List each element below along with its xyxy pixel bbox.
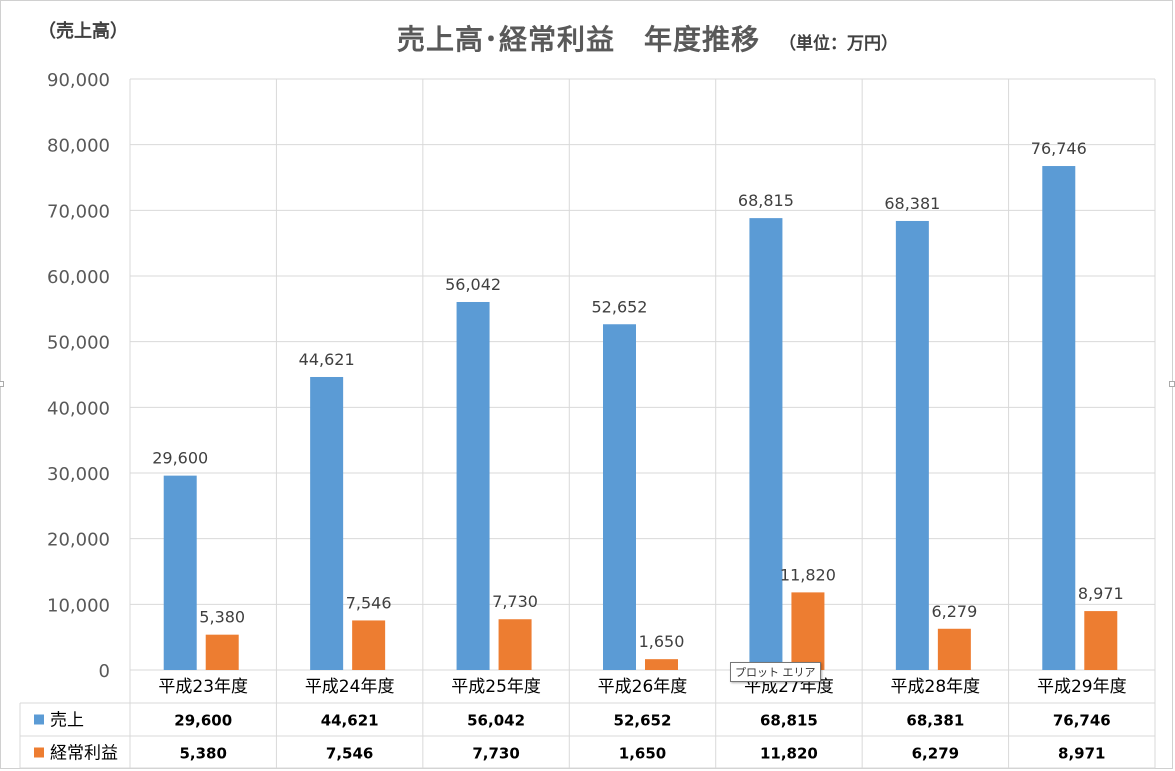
y-axis-label: （売上高） (38, 21, 128, 42)
table-cell-value: 5,380 (179, 745, 226, 763)
table-cell-value: 76,746 (1053, 712, 1111, 730)
data-label: 8,971 (1078, 584, 1124, 603)
legend-series-name: 経常利益 (50, 744, 118, 764)
chart-unit-note: （単位：万円） (779, 34, 899, 54)
y-tick-label: 10,000 (47, 595, 110, 616)
data-label: 56,042 (445, 275, 501, 294)
table-cell-value: 7,730 (472, 745, 519, 763)
y-tick-label: 90,000 (47, 70, 110, 91)
data-label: 1,650 (639, 632, 685, 651)
y-tick-label: 60,000 (47, 267, 110, 288)
table-cell-value: 8,971 (1058, 745, 1105, 763)
table-cell-value: 11,820 (760, 745, 818, 763)
y-tick-label: 20,000 (47, 530, 110, 551)
bar-profit (1084, 611, 1118, 670)
y-tick-label: 0 (99, 661, 110, 682)
data-label: 5,380 (199, 608, 245, 627)
data-label: 68,381 (884, 194, 940, 213)
data-label: 7,546 (346, 593, 392, 612)
bar-sales (603, 324, 636, 670)
legend-series-name: 売上 (50, 711, 84, 731)
table-cell-value: 1,650 (619, 745, 666, 763)
bar-sales (749, 218, 783, 670)
x-category-label: 平成23年度 (158, 677, 248, 697)
bar-profit (937, 628, 971, 670)
y-tick-label: 30,000 (47, 464, 110, 485)
resize-handle-right[interactable] (1169, 381, 1175, 387)
data-label: 6,279 (931, 602, 977, 621)
bar-sales (456, 301, 490, 670)
table-cell-value: 68,381 (906, 712, 964, 730)
data-label: 52,652 (592, 297, 648, 316)
table-cell-value: 29,600 (174, 712, 232, 730)
table-cell-value: 68,815 (760, 712, 818, 730)
x-category-label: 平成25年度 (451, 677, 541, 697)
data-label: 44,621 (299, 350, 355, 369)
data-label: 29,600 (152, 449, 208, 468)
y-tick-label: 80,000 (47, 136, 110, 157)
x-category-label: 平成29年度 (1037, 677, 1127, 697)
x-category-label: 平成24年度 (305, 677, 395, 697)
bar-sales (310, 376, 344, 670)
x-category-label: 平成26年度 (598, 677, 688, 697)
legend-key (34, 714, 44, 725)
data-label: 76,746 (1031, 139, 1087, 158)
x-category-label: 平成28年度 (891, 677, 981, 697)
x-category-label: 平成27年度 (744, 677, 834, 697)
bar-sales (895, 220, 929, 670)
bar-profit (645, 659, 678, 670)
table-cell-value: 44,621 (321, 712, 379, 730)
table-cell-value: 7,546 (326, 745, 373, 763)
legend-key (34, 747, 44, 758)
table-cell-value: 52,652 (614, 712, 672, 730)
data-label: 68,815 (738, 191, 794, 210)
y-tick-label: 40,000 (47, 398, 110, 419)
chart-title-wrap: 売上高･経常利益 年度推移 （単位：万円） (0, 18, 1175, 58)
table-cell-value: 6,279 (912, 745, 959, 763)
table-cell-value: 56,042 (467, 712, 525, 730)
bar-profit (498, 619, 532, 670)
bar-profit (205, 634, 239, 670)
resize-handle-left[interactable] (0, 381, 4, 387)
bar-profit (352, 620, 386, 670)
y-tick-label: 50,000 (47, 333, 110, 354)
data-label: 11,820 (780, 565, 836, 584)
plot-area-tooltip: プロット エリア (730, 662, 821, 682)
bar-profit (791, 592, 825, 670)
bar-sales (163, 475, 197, 670)
chart-title: 売上高･経常利益 年度推移 (396, 23, 760, 56)
bar-sales (1042, 166, 1076, 670)
y-tick-label: 70,000 (47, 201, 110, 222)
data-label: 7,730 (492, 592, 538, 611)
